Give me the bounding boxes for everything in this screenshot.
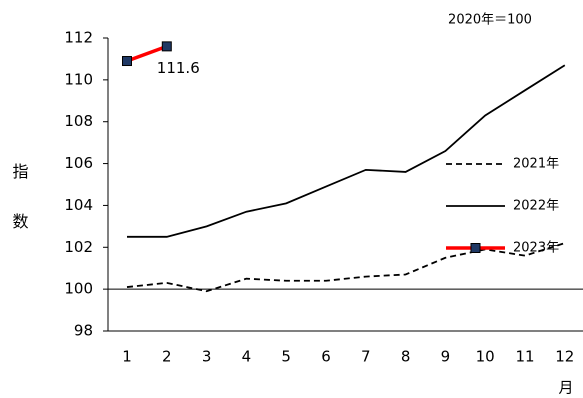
x-tick-label: 12 [555,348,574,366]
series-line [127,64,566,238]
x-tick-label: 7 [361,348,371,366]
data-label: 111.6 [157,59,200,77]
legend-marker [470,243,481,253]
note: 2020年＝100 [448,13,532,28]
y-tick-label: 112 [64,29,93,47]
y-tick-label: 106 [64,154,93,172]
y-tick-label: 104 [64,196,93,214]
x-tick-label: 2 [162,348,172,366]
x-tick-label: 5 [281,348,291,366]
y-tick-label: 108 [64,112,93,130]
marker [161,41,172,52]
y-tick-label: 110 [64,70,93,88]
legend-label: 2022年 [513,199,559,214]
x-tick-label: 9 [441,348,451,366]
x-tick-label: 10 [476,348,495,366]
x-tick-label: 4 [242,348,252,366]
y-axis-title: 指数 [10,163,29,263]
y-tick-label: 100 [64,280,93,298]
x-tick-label: 1 [122,348,132,366]
x-tick-label: 3 [202,348,212,366]
marker [122,56,132,67]
x-tick-label: 11 [515,348,534,366]
y-tick-label: 98 [74,322,93,340]
series-line [126,44,168,63]
legend-label: 2023年 [513,241,559,256]
x-tick-label: 6 [321,348,331,366]
legend-label: 2021年 [513,157,559,172]
y-tick-label: 102 [64,238,93,256]
x-tick-label: 8 [401,348,411,366]
x-axis-title: 月 [558,379,573,397]
series-line [126,242,566,293]
